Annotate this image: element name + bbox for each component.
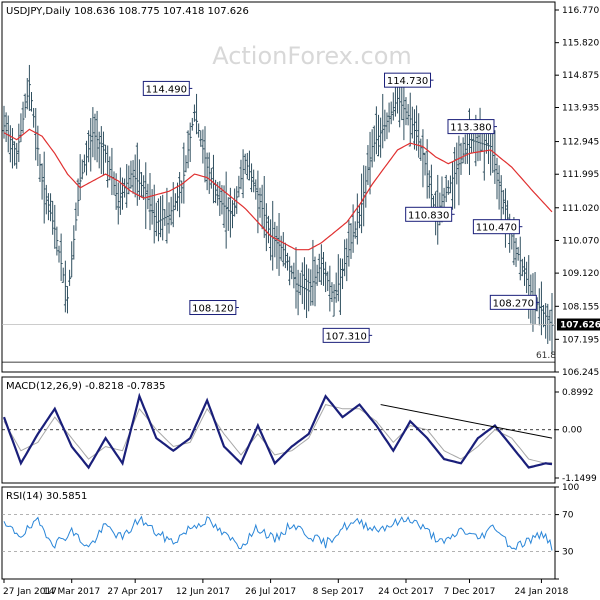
- price-panel-frame: [1, 1, 556, 373]
- y-tick-label: 112.945: [562, 138, 599, 148]
- rsi-plot: [2, 514, 555, 552]
- x-tick-label: 26 Jul 2017: [245, 587, 296, 597]
- y-tick-label: 108.155: [562, 302, 599, 312]
- y-tick-label: 111.020: [562, 204, 599, 214]
- y-tick-label: 106.245: [562, 368, 599, 378]
- annotation-label: 113.380: [450, 123, 491, 134]
- x-tick-label: 27 Apr 2017: [107, 587, 163, 597]
- current-price-label: 107.626: [560, 321, 600, 331]
- annotation-box: [384, 72, 432, 88]
- moving-average-series: [3, 128, 553, 251]
- macd-plot: [2, 392, 555, 470]
- price-y-axis: 116.770 115.820 114.875 113.935 112.945 111.9…: [555, 6, 600, 378]
- price-annotations: 114.490 108.120 107.310 114.730 110.830 113.3…: [142, 72, 540, 343]
- annotation-box: [472, 219, 520, 235]
- y-tick-label: -1.1499: [562, 474, 597, 484]
- x-tick-label: 24 Oct 2017: [378, 587, 434, 597]
- annotation-label: 110.830: [408, 210, 449, 221]
- y-tick-label: 70: [562, 511, 574, 521]
- x-tick-label: 14 Mar 2017: [43, 587, 100, 597]
- rsi-y-axis: 100 70 30: [555, 483, 579, 580]
- y-tick-label: 100: [562, 483, 579, 493]
- y-tick-label: 107.195: [562, 335, 599, 345]
- y-tick-label: 0.00: [562, 426, 582, 436]
- annotation-label: 110.470: [476, 223, 517, 234]
- y-tick-label: 109.120: [562, 269, 599, 279]
- macd-y-axis: 0.8992 0.00 -1.1499: [555, 388, 597, 484]
- moving-average-line: [3, 128, 553, 251]
- rsi-panel-header: RSI(14) 30.5851: [6, 491, 87, 502]
- watermark: ActionForex.com: [212, 42, 412, 70]
- annotation-label: 114.490: [146, 84, 187, 95]
- fib-level-label: 61.8: [536, 351, 556, 361]
- y-tick-label: 116.770: [562, 6, 599, 16]
- x-tick-label: 7 Dec 2017: [444, 587, 496, 597]
- x-tick-label: 24 Jan 2018: [514, 587, 568, 597]
- y-tick-label: 30: [562, 547, 574, 557]
- y-tick-label: 114.875: [562, 71, 599, 81]
- rsi-line: [3, 515, 553, 551]
- y-tick-label: 115.820: [562, 39, 599, 49]
- x-tick-label: 12 Jun 2017: [176, 587, 230, 597]
- x-tick-label: 27 Jan 2017: [3, 587, 57, 597]
- y-tick-label: 111.995: [562, 170, 599, 180]
- price-panel-header: USDJPY,Daily 108.636 108.775 107.418 107…: [6, 6, 249, 17]
- price-bars: [2, 64, 554, 355]
- y-tick-label: 113.935: [562, 104, 599, 114]
- annotation-label: 108.270: [493, 298, 534, 309]
- y-tick-label: 110.070: [562, 236, 599, 246]
- annotation-box: [322, 327, 370, 343]
- annotation-box: [447, 119, 495, 135]
- annotation-box: [189, 300, 237, 316]
- x-tick-label: 8 Sep 2017: [313, 587, 364, 597]
- annotation-box: [142, 80, 190, 96]
- price-levels: 61.8: [2, 324, 556, 363]
- annotation-box: [405, 206, 453, 222]
- rsi-panel-frame: [1, 486, 556, 580]
- macd-panel-header: MACD(12,26,9) -0.8218 -0.7835: [6, 381, 166, 392]
- annotation-label: 114.730: [387, 76, 428, 87]
- annotation-box: [489, 294, 537, 310]
- macd-line: [2, 392, 553, 470]
- annotation-label: 107.310: [325, 331, 366, 342]
- annotation-label: 108.120: [192, 304, 233, 315]
- y-tick-label: 0.8992: [562, 388, 594, 398]
- macd-signal-line: [3, 404, 553, 464]
- current-price-badge: [557, 318, 600, 331]
- macd-trendline: [380, 404, 553, 439]
